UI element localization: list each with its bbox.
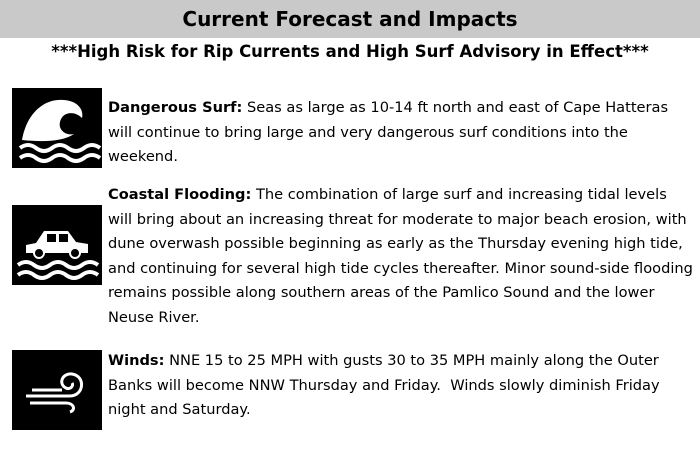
item-text: The combination of large surf and increa… [108,186,698,326]
header-title: Current Forecast and Impacts [0,0,700,38]
item: Winds: NNE 15 to 25 MPH with gusts 30 to… [108,349,694,423]
subtitle: ***High Risk for Rip Currents and High S… [51,42,649,61]
surf-icon [12,88,102,168]
item-text: Seas as large as 10-14 ft north and east… [108,99,673,165]
item: Dangerous Surf: Seas as large as 10-14 f… [108,96,694,170]
item-label: Winds: [108,352,165,369]
item: Coastal Flooding: The combination of lar… [108,183,694,330]
wind-icon [12,350,102,430]
item-label: Dangerous Surf: [108,99,243,116]
flood-icon [12,205,102,285]
item-label: Coastal Flooding: [108,186,252,203]
item-text: NNE 15 to 25 MPH with gusts 30 to 35 MPH… [108,352,665,418]
